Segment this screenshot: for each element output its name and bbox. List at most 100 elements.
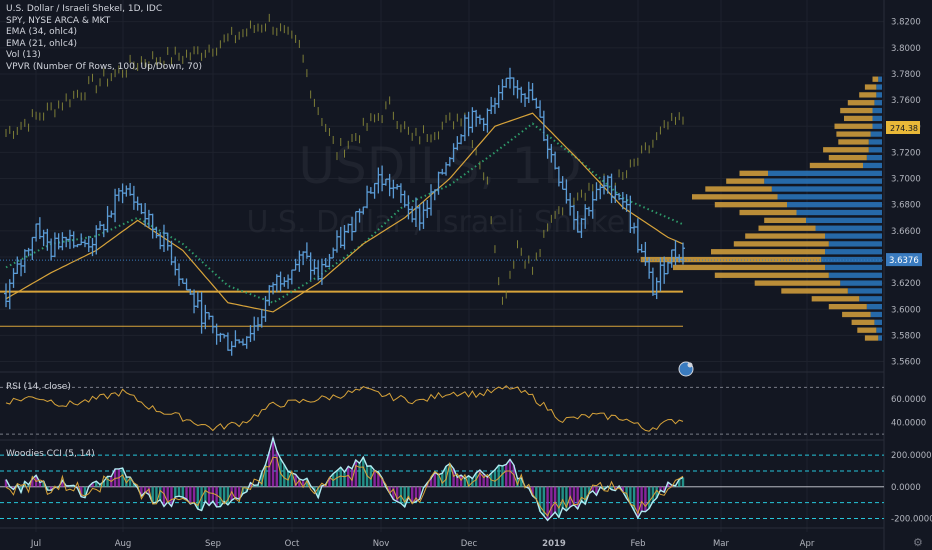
ohlc-bar bbox=[474, 109, 479, 127]
ohlc-bar bbox=[222, 333, 227, 339]
ohlc-bar bbox=[297, 250, 302, 272]
ohlc-bar bbox=[286, 274, 291, 289]
cci-histogram-bar bbox=[553, 486, 557, 513]
ohlc-bar bbox=[271, 282, 276, 295]
volume-profile-down-bar bbox=[872, 76, 879, 82]
legend-overlay[interactable]: VPVR (Number Of Rows, 100, Up/Down, 70) bbox=[6, 61, 203, 72]
volume-profile-down-bar bbox=[840, 107, 873, 114]
ohlc-bar bbox=[455, 136, 460, 151]
volume-profile-down-bar bbox=[847, 100, 875, 106]
volume-profile-down-bar bbox=[809, 162, 863, 169]
rsi-label[interactable]: RSI (14, close) bbox=[6, 382, 71, 392]
ohlc-bar bbox=[553, 151, 558, 170]
cci-label[interactable]: Woodies CCI (5, 14) bbox=[6, 449, 95, 459]
ohlc-bar bbox=[387, 173, 392, 197]
cci-histogram-bar bbox=[373, 470, 376, 487]
ohlc-bar bbox=[350, 216, 355, 241]
ohlc-bar bbox=[635, 218, 640, 253]
ohlc-bar bbox=[496, 85, 501, 108]
gear-icon[interactable]: ⚙ bbox=[913, 536, 923, 549]
ohlc-bar bbox=[169, 240, 174, 266]
ohlc-bar bbox=[304, 242, 309, 259]
ohlc-bar bbox=[432, 189, 437, 201]
cci-histogram-bar bbox=[301, 480, 305, 487]
cci-histogram-bar bbox=[226, 486, 230, 505]
ohlc-bar bbox=[195, 291, 200, 309]
volume-profile-up-bar bbox=[840, 280, 882, 286]
main-price-panel[interactable] bbox=[0, 13, 882, 356]
ohlc-bar bbox=[402, 190, 407, 208]
price-tick-label: 3.5600 bbox=[891, 358, 921, 368]
spy-last-value: 274.38 bbox=[890, 124, 918, 133]
cci-histogram-bar bbox=[441, 473, 444, 487]
ohlc-bar bbox=[124, 185, 129, 197]
cci-tick-label: -200.0000 bbox=[891, 514, 932, 524]
volume-profile-up-bar bbox=[872, 107, 882, 114]
ohlc-bar bbox=[665, 261, 670, 275]
cci-histogram-bar bbox=[339, 467, 342, 487]
volume-profile-up-bar bbox=[764, 178, 882, 184]
cci-histogram-bar bbox=[204, 486, 207, 502]
volume-profile-down-bar bbox=[851, 319, 875, 325]
cci-panel[interactable] bbox=[0, 435, 884, 522]
ohlc-bar bbox=[218, 332, 223, 342]
ohlc-bar bbox=[353, 211, 358, 233]
ohlc-bar bbox=[361, 206, 366, 215]
ohlc-bar bbox=[526, 81, 531, 104]
settings-icon[interactable] bbox=[678, 361, 694, 377]
ohlc-bar bbox=[7, 279, 12, 310]
ohlc-bar bbox=[500, 79, 505, 101]
ohlc-bar bbox=[624, 194, 629, 212]
cci-histogram-bar bbox=[264, 464, 267, 487]
cci-histogram-bar bbox=[651, 486, 655, 502]
time-axis[interactable]: Jul Aug Sep Oct Nov Dec 2019 Feb Mar Apr bbox=[30, 539, 815, 549]
cci-histogram-bar bbox=[621, 486, 625, 492]
volume-profile-up-bar bbox=[768, 170, 882, 176]
volume-profile-down-bar bbox=[758, 225, 816, 231]
volume-profile-up-bar bbox=[847, 288, 882, 294]
ohlc-bar bbox=[421, 201, 426, 229]
ohlc-bar bbox=[22, 249, 27, 273]
ohlc-bar bbox=[451, 143, 456, 163]
price-tick-label: 3.5800 bbox=[891, 331, 921, 341]
cci-histogram-bar bbox=[625, 486, 628, 499]
ohlc-bar bbox=[383, 178, 388, 186]
rsi-tick-label: 40.0000 bbox=[891, 418, 926, 428]
price-axis[interactable]: 3.82003.80003.78003.76003.74003.72003.70… bbox=[0, 18, 932, 549]
volume-profile-down-bar bbox=[745, 233, 825, 239]
ohlc-bar bbox=[436, 171, 441, 195]
cci-histogram-bar bbox=[354, 459, 357, 487]
volume-profile-up-bar bbox=[821, 256, 882, 263]
cci-histogram-bar bbox=[256, 485, 260, 487]
ohlc-bar bbox=[470, 107, 475, 133]
rsi-panel[interactable] bbox=[0, 385, 884, 435]
cci-histogram-bar bbox=[128, 477, 132, 487]
volume-profile-up-bar bbox=[787, 202, 882, 208]
cci-histogram-bar bbox=[640, 486, 643, 512]
ohlc-bar bbox=[669, 249, 674, 268]
watermark-symbol: USDILS, 1D bbox=[298, 137, 581, 195]
volume-profile-up-bar bbox=[870, 131, 882, 137]
ohlc-bar bbox=[11, 268, 16, 288]
ohlc-bar bbox=[86, 235, 91, 252]
cci-histogram-bar bbox=[444, 466, 448, 487]
legend-overlay[interactable]: EMA (34, ohlc4) bbox=[6, 27, 78, 37]
legend-overlay[interactable]: SPY, NYSE ARCA & MKT bbox=[6, 15, 111, 26]
ohlc-bar bbox=[45, 228, 50, 251]
cci-histogram-bar bbox=[497, 465, 500, 487]
ohlc-bar bbox=[609, 173, 614, 204]
ohlc-bar bbox=[575, 211, 580, 233]
legend-title[interactable]: U.S. Dollar / Israeli Shekel, 1D, IDC bbox=[6, 4, 163, 14]
cci-histogram-bar bbox=[369, 465, 373, 487]
time-tick-label: Oct bbox=[285, 539, 300, 549]
volume-profile-up-bar bbox=[777, 194, 882, 200]
volume-profile-down-bar bbox=[714, 272, 829, 278]
volume-profile-down-bar bbox=[781, 288, 848, 294]
ohlc-bar bbox=[417, 204, 422, 231]
ohlc-bar bbox=[312, 259, 317, 275]
cci-histogram-bar bbox=[260, 472, 263, 487]
ohlc-bar bbox=[4, 283, 8, 308]
legend-overlay[interactable]: EMA (21, ohlc4) bbox=[6, 38, 78, 49]
cci-histogram-bar bbox=[174, 486, 177, 497]
legend-overlay[interactable]: Vol (13) bbox=[6, 50, 41, 60]
